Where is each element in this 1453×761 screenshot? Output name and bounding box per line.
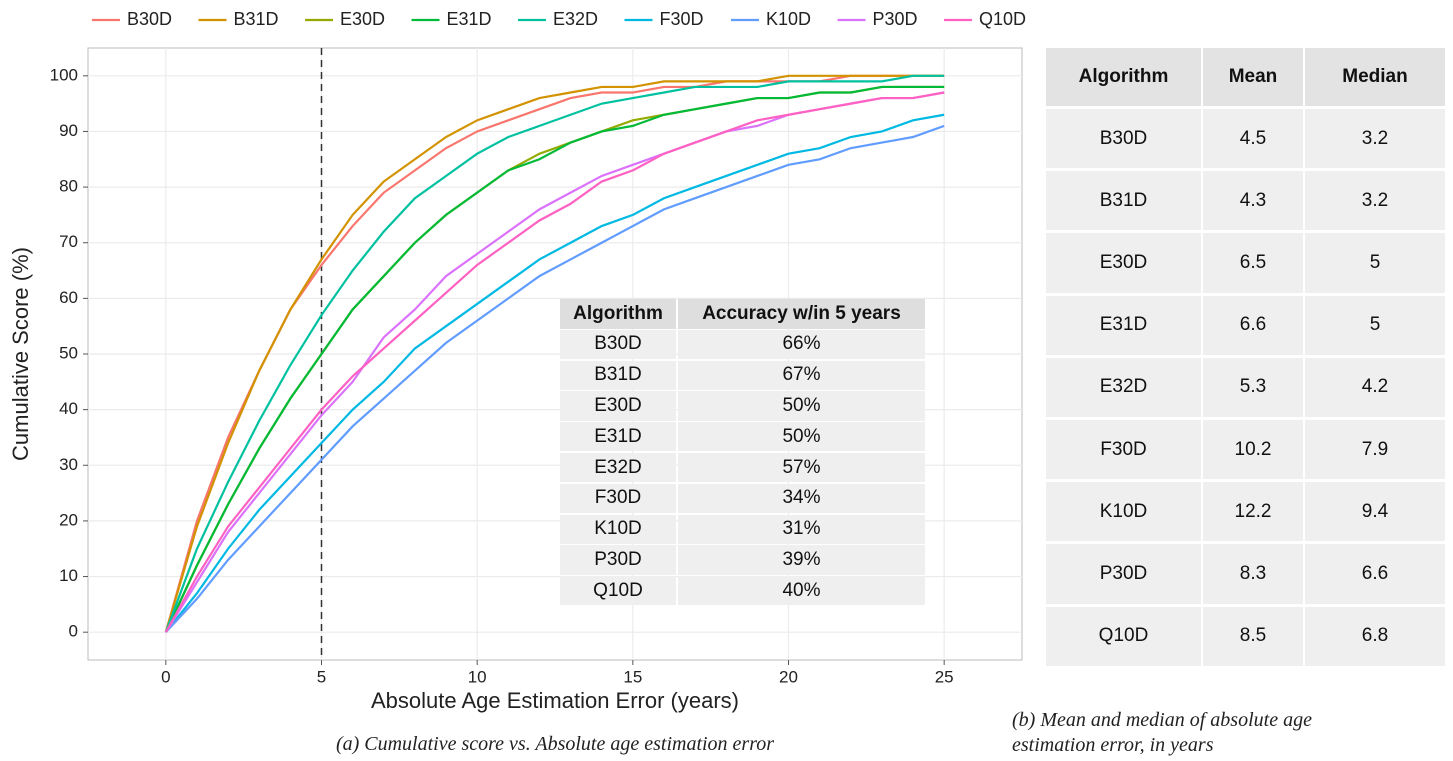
table-cell: E32D [560,453,676,483]
table-cell: 4.5 [1203,109,1303,169]
y-tick-label: 50 [59,343,78,362]
table-cell: E30D [1046,233,1201,293]
legend-label: E30D [340,9,385,29]
legend-label: E31D [447,9,492,29]
y-tick-label: 100 [50,65,78,84]
table-cell: 5 [1305,295,1445,355]
table-cell: 3.2 [1305,109,1445,169]
table-cell: F30D [560,483,676,514]
table-header: Mean [1203,48,1303,106]
caption: (a) Cumulative score vs. Absolute age es… [335,733,775,755]
legend-label: E32D [553,9,598,29]
x-tick-label: 10 [468,667,487,686]
y-tick-label: 10 [59,566,78,585]
x-tick-label: 15 [623,667,642,686]
caption: (b) Mean and median of absolute age [1012,709,1312,731]
table-cell: 12.2 [1203,482,1303,542]
table-header: Algorithm [1046,48,1201,106]
legend-label: B30D [127,9,172,29]
x-tick-label: 5 [317,667,326,686]
table-cell: Q10D [1046,606,1201,666]
table-cell: K10D [560,514,676,544]
y-tick-label: 0 [69,622,78,641]
table-cell: 39% [678,545,925,575]
table-cell: 6.8 [1305,606,1445,666]
series-line [164,74,945,633]
legend-label: F30D [660,9,704,29]
series-line [164,74,945,633]
table-cell: 10.2 [1203,420,1303,480]
y-tick-label: 80 [59,177,78,196]
y-tick-label: 60 [59,288,78,307]
table-cell: 50% [678,422,925,452]
table-header: Median [1305,48,1445,106]
table-cell: B31D [1046,171,1201,231]
table-cell: 57% [678,453,925,483]
table-header: Algorithm [560,299,676,329]
legend-label: P30D [873,9,918,29]
table-cell: 5 [1305,233,1445,293]
series-line [164,113,945,633]
legend-label: B31D [234,9,279,29]
table-cell: 67% [678,360,925,390]
table-cell: 8.3 [1203,544,1303,604]
table-cell: 9.4 [1305,482,1445,542]
table-cell: 31% [678,514,925,544]
table-cell: 34% [678,483,925,514]
table-cell: E31D [560,422,676,452]
table-cell: 66% [678,329,925,360]
y-tick-label: 20 [59,510,78,529]
x-tick-label: 25 [935,667,954,686]
series-line [165,124,945,633]
table-cell: 6.6 [1203,295,1303,355]
table-cell: K10D [1046,482,1201,542]
y-tick-label: 40 [59,399,78,418]
series-line [164,91,945,633]
table-cell: Q10D [560,576,676,606]
series-line [164,85,945,633]
legend-label: K10D [766,9,811,29]
table-cell: 40% [678,576,925,606]
table-cell: E30D [560,391,676,421]
x-tick-label: 20 [779,667,798,686]
table-cell: B31D [560,360,676,390]
table-cell: 50% [678,391,925,421]
table-cell: 4.2 [1305,357,1445,417]
caption: estimation error, in years [1012,734,1214,756]
table-cell: 6.6 [1305,544,1445,604]
table-cell: P30D [1046,544,1201,604]
y-axis-title: Cumulative Score (%) [8,247,33,461]
table-cell: 5.3 [1203,357,1303,417]
table-cell: P30D [560,545,676,575]
table-cell: 3.2 [1305,171,1445,231]
table-cell: 4.3 [1203,171,1303,231]
table-cell: 8.5 [1203,606,1303,666]
table-header: Accuracy w/in 5 years [678,299,925,329]
table-cell: 7.9 [1305,420,1445,480]
x-axis-title: Absolute Age Estimation Error (years) [371,688,739,713]
table-cell: B30D [560,329,676,360]
table-cell: F30D [1046,420,1201,480]
table-cell: B30D [1046,109,1201,169]
table-cell: E32D [1046,357,1201,417]
y-tick-label: 70 [59,232,78,251]
x-tick-label: 0 [161,667,170,686]
table-cell: E31D [1046,295,1201,355]
table-cell: 6.5 [1203,233,1303,293]
legend-label: Q10D [979,9,1026,29]
y-tick-label: 90 [59,121,78,140]
y-tick-label: 30 [59,455,78,474]
